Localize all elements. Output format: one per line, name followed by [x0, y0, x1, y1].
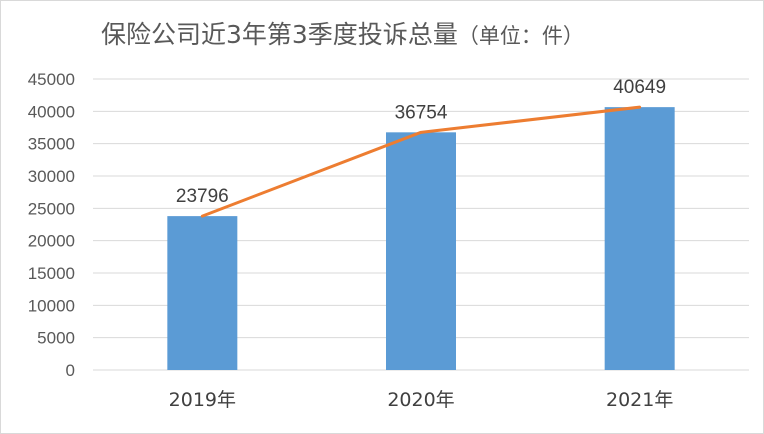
data-label: 23796: [176, 186, 229, 207]
x-axis: 2019年 2020年 2021年: [169, 389, 674, 411]
y-tick-label: 5000: [37, 329, 75, 348]
y-axis: 0 5000 10000 15000 20000 25000 30000 35000 40000…: [28, 70, 75, 380]
y-tick-label: 30000: [28, 167, 75, 186]
bar: [167, 216, 238, 370]
trend-line: [200, 105, 642, 218]
x-tick-label: 2021年: [606, 389, 673, 411]
x-tick-label: 2020年: [387, 389, 454, 411]
y-tick-label: 0: [66, 361, 75, 380]
data-label: 36754: [395, 102, 448, 123]
line-series: [200, 105, 642, 218]
chart-title: 保险公司近3年第3季度投诉总量（单位：件）: [101, 20, 584, 49]
chart-title-main: 保险公司近3年第3季度投诉总量: [101, 20, 458, 49]
y-tick-label: 35000: [28, 135, 75, 154]
data-label: 40649: [613, 77, 666, 98]
data-labels: 23796 36754 40649: [176, 77, 666, 207]
chart-title-unit: （单位：件）: [458, 24, 584, 48]
y-tick-label: 45000: [28, 70, 75, 89]
y-tick-label: 20000: [28, 232, 75, 251]
y-tick-label: 40000: [28, 102, 75, 121]
bar: [604, 107, 675, 370]
x-tick-label: 2019年: [169, 389, 236, 411]
y-tick-label: 25000: [28, 199, 75, 218]
bar-series: [167, 107, 675, 370]
y-tick-label: 10000: [28, 296, 75, 315]
y-tick-label: 15000: [28, 264, 75, 283]
bar: [386, 132, 456, 370]
